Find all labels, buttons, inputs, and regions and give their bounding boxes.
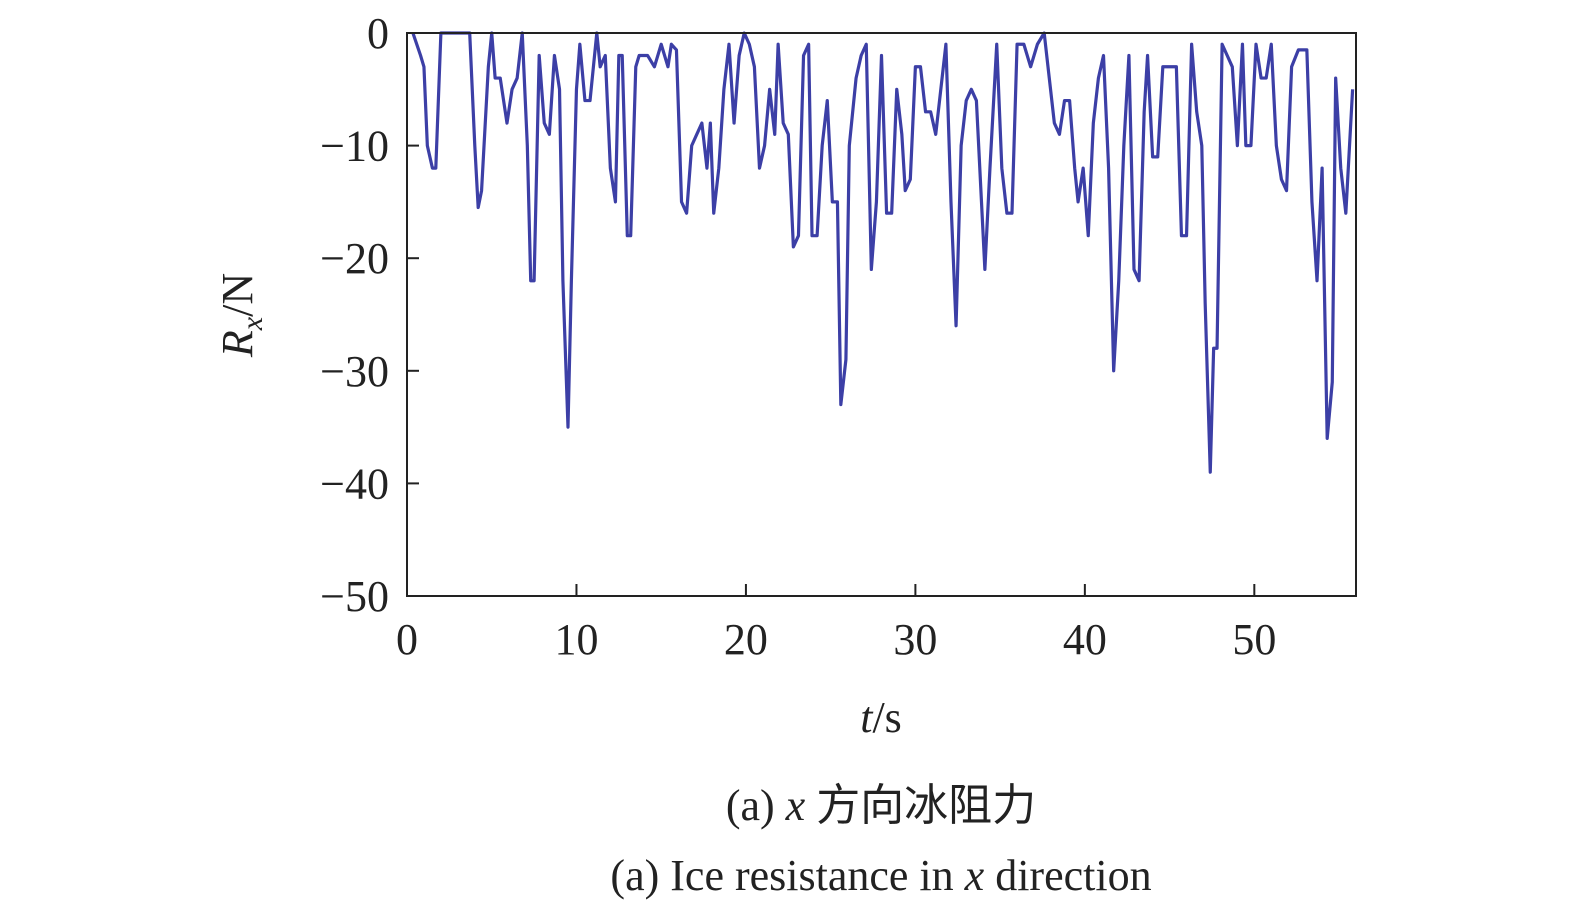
caption-part: x bbox=[964, 851, 985, 900]
x-tick-label: 10 bbox=[554, 615, 598, 664]
data-line bbox=[411, 31, 1355, 474]
caption-en: (a) Ice resistance in x direction bbox=[610, 851, 1151, 900]
caption-cn: (a) x 方向冰阻力 bbox=[726, 781, 1036, 830]
y-tick-label: −20 bbox=[320, 234, 389, 283]
caption-part: direction bbox=[984, 851, 1151, 900]
x-tick-label: 30 bbox=[893, 615, 937, 664]
y-symbol: R bbox=[213, 330, 262, 358]
y-axis-label: Rx/N bbox=[213, 273, 269, 358]
y-tick-label: −40 bbox=[320, 459, 389, 508]
x-unit: /s bbox=[872, 693, 901, 742]
x-symbol: t bbox=[860, 693, 874, 742]
caption-part: (a) Ice resistance in bbox=[610, 851, 964, 900]
y-tick-label: −30 bbox=[320, 347, 389, 396]
plot-frame bbox=[406, 32, 1357, 597]
x-tick-label: 0 bbox=[396, 615, 418, 664]
x-axis-label: t/s bbox=[860, 693, 902, 742]
caption-part: 方向冰阻力 bbox=[805, 781, 1036, 830]
x-tick-label: 50 bbox=[1232, 615, 1276, 664]
caption-part: (a) bbox=[726, 781, 786, 830]
y-unit: /N bbox=[213, 273, 262, 317]
y-subscript: x bbox=[236, 316, 269, 331]
x-tick-label: 20 bbox=[724, 615, 768, 664]
x-tick-label: 40 bbox=[1063, 615, 1107, 664]
y-tick-label: 0 bbox=[367, 9, 389, 58]
y-tick-label: −50 bbox=[320, 572, 389, 621]
y-tick-label: −10 bbox=[320, 122, 389, 171]
caption-part: x bbox=[785, 781, 806, 830]
